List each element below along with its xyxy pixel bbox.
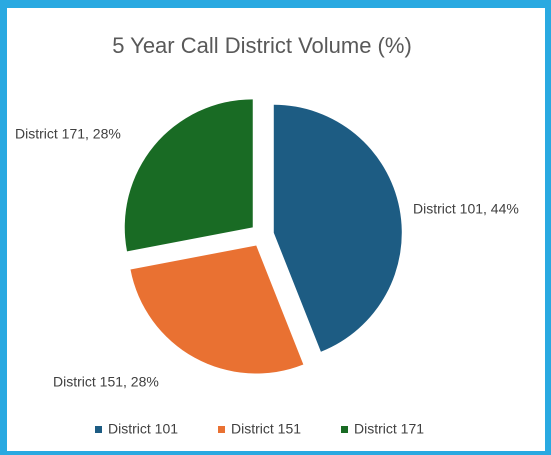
data-label: District 101, 44% [413, 201, 519, 217]
legend-swatch [218, 426, 225, 433]
chart-title: 5 Year Call District Volume (%) [112, 33, 412, 58]
legend-label: District 151 [231, 421, 301, 437]
pie-slice [130, 245, 304, 374]
data-label: District 151, 28% [53, 374, 159, 390]
legend-label: District 171 [354, 421, 424, 437]
data-label: District 171, 28% [15, 126, 121, 142]
legend-label: District 101 [108, 421, 178, 437]
pie-slice [273, 104, 402, 352]
legend-swatch [341, 426, 348, 433]
pie-slice [124, 99, 253, 252]
legend-swatch [95, 426, 102, 433]
